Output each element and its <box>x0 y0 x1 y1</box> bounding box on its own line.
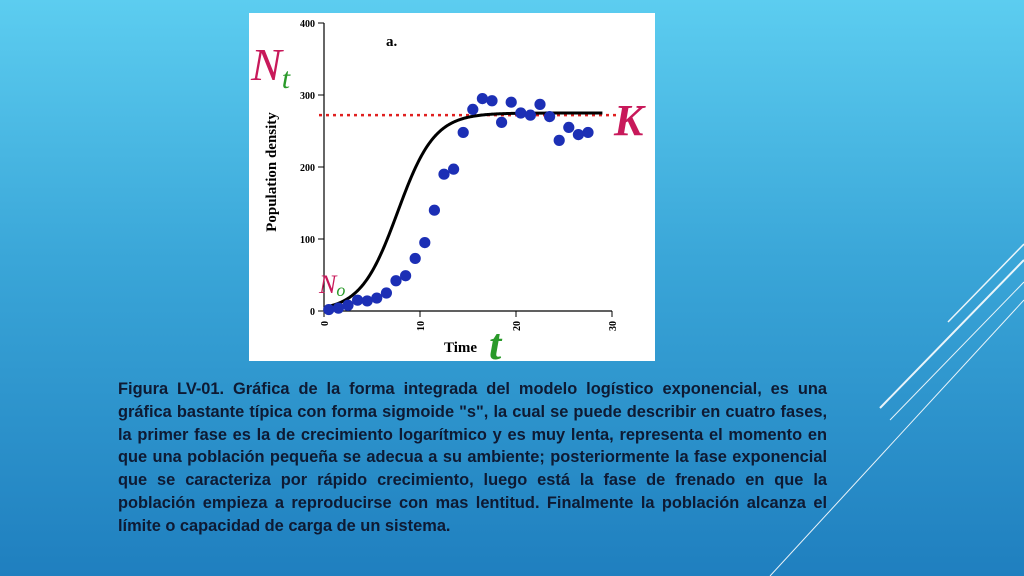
data-point <box>476 93 488 105</box>
x-tick-label: 10 <box>416 321 427 331</box>
data-point <box>515 107 527 119</box>
data-point <box>448 163 460 175</box>
chart-svg: 0 100 200 300 400 0 10 20 30 Time Population densi… <box>250 19 646 361</box>
data-point <box>553 134 565 146</box>
chart-points-layer <box>323 93 594 316</box>
data-point <box>409 252 421 265</box>
data-point <box>572 129 584 141</box>
y-tick-label: 200 <box>300 163 315 174</box>
data-point <box>505 96 517 108</box>
data-point <box>544 111 556 123</box>
y-tick-label: 0 <box>310 307 315 318</box>
data-point <box>486 95 498 107</box>
data-point <box>563 121 575 133</box>
n0-label: No <box>318 270 345 300</box>
data-point <box>400 270 412 282</box>
n0-label-n: N <box>318 270 338 299</box>
x-axis-title: Time <box>444 340 477 356</box>
data-point <box>371 292 383 304</box>
data-point <box>428 204 440 216</box>
data-point <box>467 103 479 115</box>
data-point <box>332 302 344 314</box>
data-point <box>361 295 373 307</box>
chart-curve-layer <box>319 111 619 308</box>
y-tick-label: 400 <box>300 19 315 30</box>
logistic-fit-curve <box>328 111 603 308</box>
data-point <box>323 303 335 316</box>
time-t-label: t <box>489 320 503 361</box>
nt-label: Nt <box>250 39 291 95</box>
x-tick-label: 0 <box>320 321 331 326</box>
data-point <box>390 275 402 287</box>
figure-caption: Figura LV-01. Gráfica de la forma integr… <box>118 380 827 535</box>
data-point <box>438 168 450 180</box>
data-point <box>352 294 364 306</box>
y-tick-label: 100 <box>300 235 315 246</box>
data-point <box>524 109 536 121</box>
data-point <box>342 299 354 311</box>
data-point <box>496 116 508 128</box>
data-point <box>534 98 546 110</box>
data-point <box>457 126 469 139</box>
x-tick-label: 30 <box>608 321 619 331</box>
data-point <box>380 287 392 299</box>
y-axis-title: Population density <box>264 112 280 232</box>
chart-axes: 0 100 200 300 400 0 10 20 30 Time Population densi… <box>264 19 619 356</box>
data-point <box>419 237 431 249</box>
nt-label-t: t <box>282 62 291 95</box>
n0-label-o: o <box>336 280 345 300</box>
nt-label-n: N <box>250 39 284 90</box>
y-tick-label: 300 <box>300 91 315 102</box>
x-tick-label: 20 <box>512 321 523 331</box>
panel-label: a. <box>386 34 398 50</box>
logistic-growth-chart: 0 100 200 300 400 0 10 20 30 Time Population densi… <box>249 13 655 361</box>
k-label: K <box>613 96 646 145</box>
data-point <box>582 126 594 139</box>
